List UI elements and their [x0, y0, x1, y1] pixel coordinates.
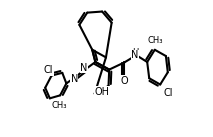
Text: Cl: Cl [163, 88, 173, 98]
Text: CH₃: CH₃ [148, 36, 163, 45]
Text: O: O [120, 76, 128, 86]
Text: CH₃: CH₃ [52, 101, 67, 110]
Text: N: N [131, 50, 139, 60]
Text: OH: OH [95, 87, 110, 97]
Text: H: H [132, 48, 138, 57]
Text: Cl: Cl [44, 65, 53, 75]
Text: N: N [80, 63, 88, 73]
Text: N: N [71, 74, 78, 84]
